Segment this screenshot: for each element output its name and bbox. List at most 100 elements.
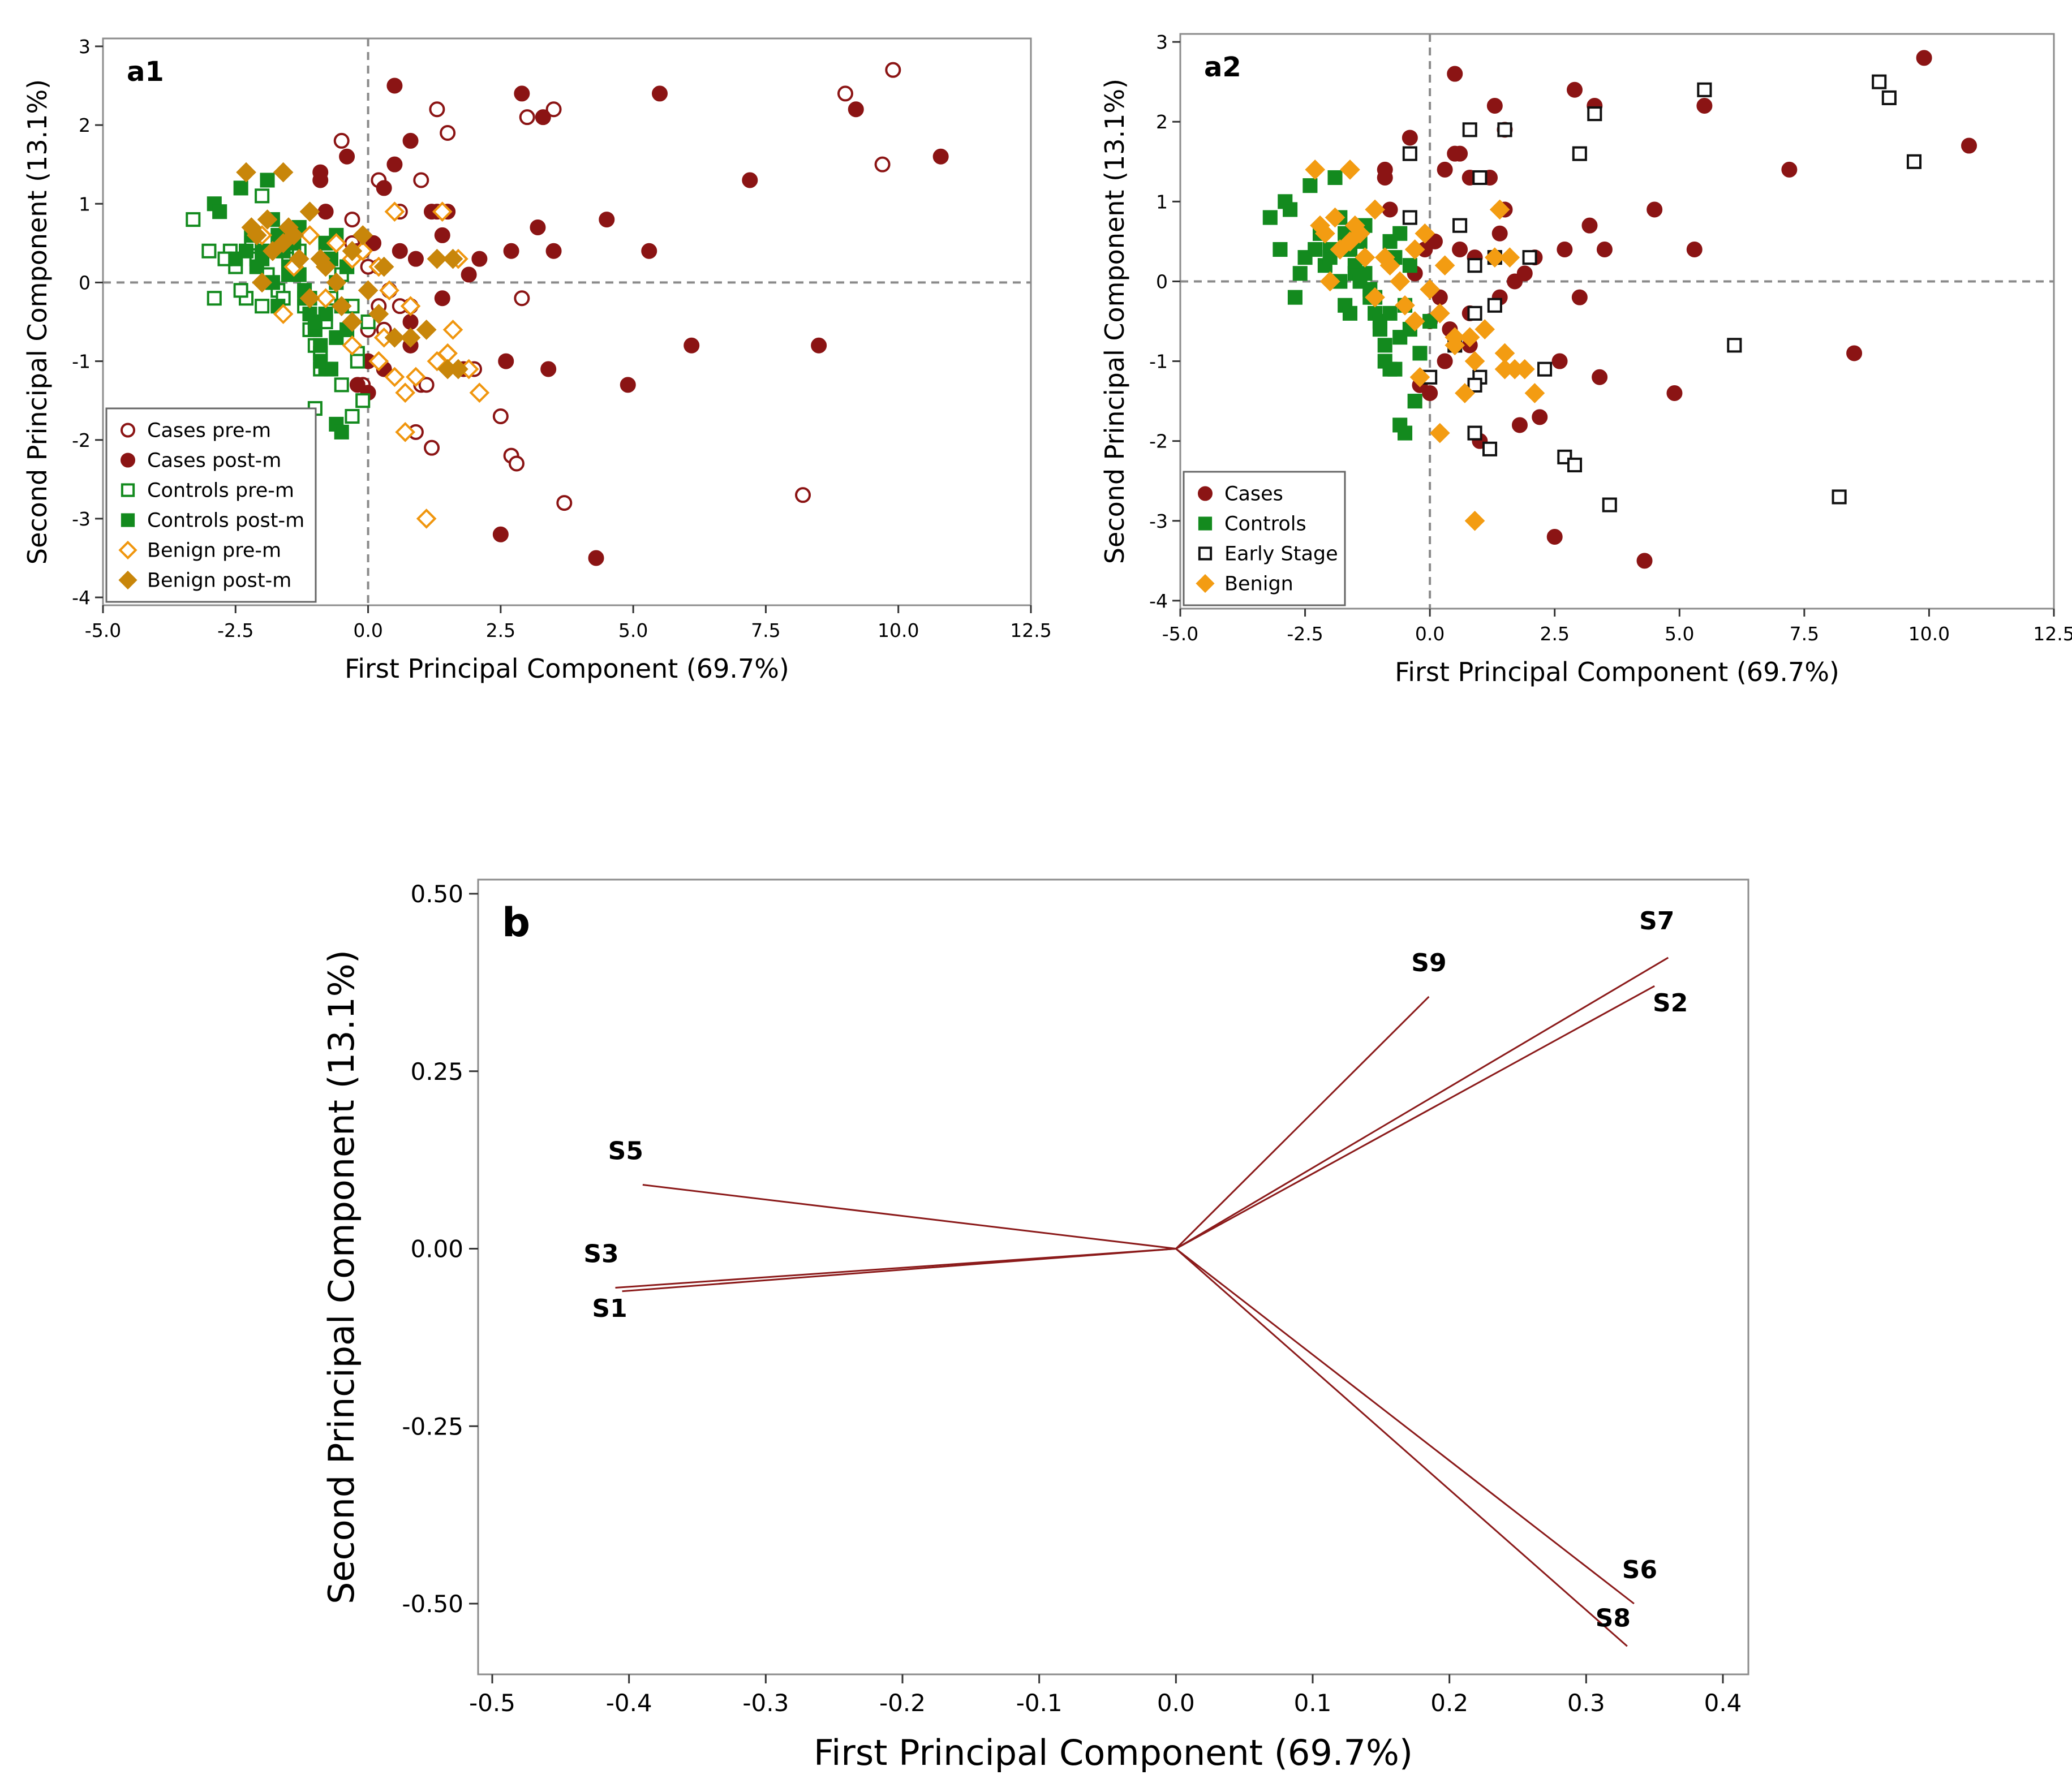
- data-point: [795, 487, 811, 503]
- x-tick-label: 12.5: [1010, 619, 1051, 641]
- data-point: [1349, 223, 1370, 244]
- loading-vector-s9: S9: [1175, 949, 1447, 1250]
- legend-marker: [121, 513, 135, 527]
- data-point: [1402, 146, 1417, 161]
- data-point: [1310, 215, 1330, 236]
- data-point: [492, 526, 509, 542]
- data-point: [1524, 383, 1545, 403]
- data-point: [1467, 425, 1482, 441]
- data-point: [540, 361, 557, 377]
- loading-label: S3: [583, 1240, 618, 1269]
- panel-label: a1: [127, 56, 164, 88]
- legend-label: Controls: [1224, 513, 1306, 536]
- x-tick-label: 2.5: [1540, 623, 1569, 645]
- data-point: [742, 172, 758, 188]
- data-point: [1382, 201, 1398, 218]
- y-tick-label: 0.00: [410, 1235, 463, 1263]
- legend-label: Benign: [1224, 573, 1293, 596]
- x-axis-title: First Principal Component (69.7%): [814, 1732, 1413, 1773]
- data-point: [323, 361, 339, 377]
- data-point: [556, 495, 573, 511]
- y-tick-label: -1: [1149, 351, 1168, 373]
- data-point: [442, 320, 463, 340]
- data-point: [318, 307, 333, 322]
- data-point: [1497, 122, 1512, 137]
- data-point: [1308, 242, 1323, 257]
- data-point: [1422, 385, 1438, 401]
- data-point: [313, 338, 328, 353]
- data-point: [331, 296, 352, 316]
- data-point: [1516, 265, 1533, 282]
- data-point: [307, 314, 323, 330]
- data-point: [376, 180, 392, 196]
- data-point: [1487, 298, 1502, 313]
- legend-item: Benign post-m: [118, 570, 291, 592]
- data-point: [588, 550, 604, 566]
- data-point: [1459, 327, 1480, 348]
- data-point: [424, 440, 440, 456]
- data-point: [1330, 239, 1351, 260]
- legend-marker: [1196, 574, 1215, 593]
- data-point: [252, 272, 272, 293]
- legend-label: Early Stage: [1224, 543, 1338, 566]
- data-point: [652, 85, 668, 102]
- data-point: [1434, 255, 1455, 276]
- data-point: [1429, 423, 1450, 443]
- data-point: [201, 243, 217, 259]
- legend-marker: [1198, 546, 1213, 561]
- data-point: [1395, 295, 1415, 316]
- loading-line: [622, 1248, 1176, 1293]
- data-point: [432, 201, 453, 222]
- data-point: [379, 280, 399, 301]
- y-tick-label: 1: [1156, 191, 1168, 213]
- data-point: [345, 408, 360, 424]
- legend-item: Controls pre-m: [121, 480, 294, 502]
- data-point: [358, 280, 379, 301]
- data-point: [349, 377, 366, 393]
- data-point: [342, 312, 363, 332]
- legend-item: Controls post-m: [121, 510, 304, 532]
- legend-item: Early Stage: [1198, 543, 1338, 566]
- data-point: [1273, 242, 1288, 257]
- data-point: [400, 328, 421, 348]
- data-point: [1322, 250, 1338, 265]
- loading-vector-s5: S5: [608, 1137, 1176, 1250]
- legend-label: Cases: [1224, 483, 1283, 506]
- legend: Cases pre-m Cases post-m Controls pre-m Con…: [105, 407, 317, 603]
- y-tick-label: -2: [72, 429, 91, 451]
- data-point: [1511, 417, 1528, 433]
- data-point: [1407, 394, 1422, 409]
- x-tick-label: -0.1: [1016, 1689, 1063, 1717]
- data-point: [471, 251, 488, 267]
- loading-line: [1175, 1248, 1628, 1647]
- x-tick-label: 10.0: [878, 619, 919, 641]
- y-axis-title: Second Principal Component (13.1%): [1099, 79, 1130, 564]
- data-point: [283, 225, 304, 245]
- data-point: [530, 219, 546, 235]
- data-points: [1262, 50, 1978, 569]
- data-point: [1486, 98, 1503, 114]
- data-point: [1906, 154, 1921, 169]
- data-point: [1464, 510, 1485, 531]
- data-point: [1596, 242, 1613, 257]
- data-point: [236, 162, 256, 183]
- data-point: [1365, 287, 1385, 308]
- data-point: [1352, 274, 1368, 289]
- data-point: [326, 272, 347, 293]
- data-point: [315, 256, 336, 277]
- loading-line: [642, 1184, 1176, 1250]
- data-point: [1455, 383, 1475, 403]
- data-point: [1437, 161, 1453, 178]
- panel-label: b: [502, 899, 530, 946]
- data-point: [1262, 210, 1278, 225]
- data-point: [1546, 529, 1563, 545]
- data-point: [461, 266, 477, 283]
- data-point: [392, 243, 408, 259]
- legend-label: Controls post-m: [147, 510, 304, 532]
- x-axis-title: First Principal Component (69.7%): [1395, 657, 1839, 687]
- data-point: [1832, 489, 1847, 505]
- x-tick-label: -0.5: [469, 1689, 515, 1717]
- data-point: [1467, 377, 1482, 393]
- data-point: [1482, 441, 1498, 456]
- data-point: [1327, 170, 1343, 186]
